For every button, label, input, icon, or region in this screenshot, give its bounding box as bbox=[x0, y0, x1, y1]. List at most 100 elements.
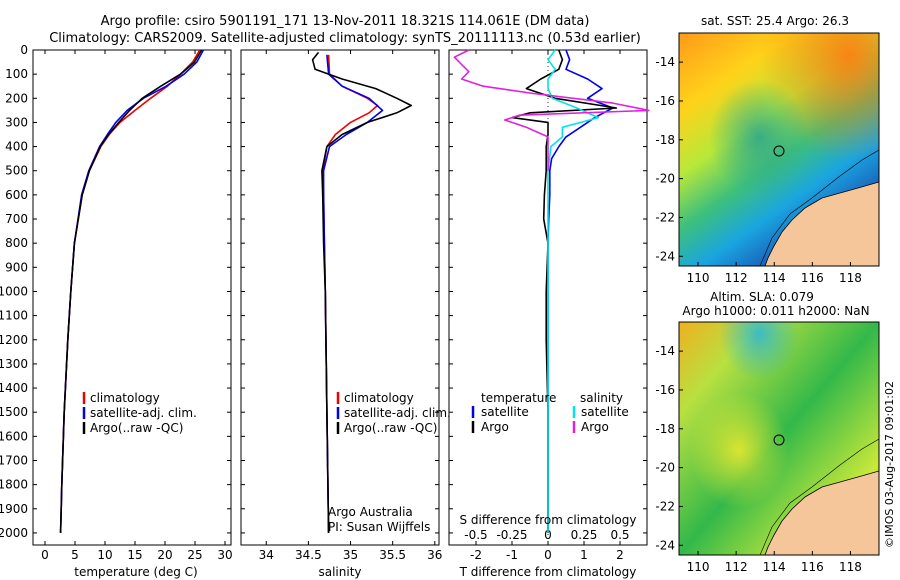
salinity-line-climatology bbox=[321, 54, 379, 533]
difference-line-t-argo bbox=[511, 49, 618, 533]
depth-tick-label: 600 bbox=[5, 188, 28, 202]
figure-title-line1: Argo profile: csiro 5901191_171 13-Nov-2… bbox=[101, 14, 590, 29]
sst-map-title: sat. SST: 25.4 Argo: 26.3 bbox=[701, 14, 849, 28]
depth-tick-label: 1600 bbox=[0, 429, 28, 443]
temperature-x-tick-label: 30 bbox=[217, 548, 232, 562]
sst-map-panel: sat. SST: 25.4 Argo: 26.3 110 112 114 116 11… bbox=[655, 14, 880, 285]
difference-panel: -2 -1 0 1 2 -0.5 -0.25 0 0.25 0.5 S difference f… bbox=[448, 49, 650, 579]
salinity-legend: climatology satellite-adj. clim. Argo(..… bbox=[336, 391, 451, 435]
depth-tick-label: 100 bbox=[5, 67, 28, 81]
salinity-panel: 34 34.5 35 35.5 36 salinity climatology sate… bbox=[240, 49, 451, 579]
map-y-tick-label: -20 bbox=[655, 172, 675, 186]
map-y-tick-label: -22 bbox=[655, 210, 675, 224]
difference-s-ticks: -0.5 -0.25 0 0.25 0.5 bbox=[464, 528, 629, 542]
map-y-tick-label: -16 bbox=[655, 383, 675, 397]
temperature-x-tick-label: 25 bbox=[187, 548, 202, 562]
sst-land bbox=[764, 181, 879, 266]
s-difference-tick-label: -0.25 bbox=[496, 528, 527, 542]
legend-label-argo: Argo(..raw -QC) bbox=[344, 421, 437, 435]
map-x-tick-label: 110 bbox=[687, 271, 710, 285]
salinity-x-tick-label: 35.5 bbox=[379, 548, 406, 562]
legend-title-temperature: temperature bbox=[481, 391, 556, 405]
depth-tick-label: 700 bbox=[5, 212, 28, 226]
sst-map-frame bbox=[678, 32, 880, 267]
salinity-x-tick-label: 35 bbox=[343, 548, 358, 562]
sla-map-ticks: 110 112 114 116 118 -14 -16 -18 -20 -22 -24 bbox=[655, 344, 861, 574]
depth-tick-label: 400 bbox=[5, 140, 28, 154]
salinity-x-ticks: 34 34.5 35 35.5 36 bbox=[259, 50, 442, 562]
depth-tick-label: 1800 bbox=[0, 478, 28, 492]
depth-tick-label: 0 bbox=[20, 43, 28, 57]
temperature-x-tick-label: 15 bbox=[127, 548, 142, 562]
depth-tick-label: 1300 bbox=[0, 357, 28, 371]
legend-title-salinity: salinity bbox=[580, 391, 623, 405]
map-y-tick-label: -24 bbox=[655, 249, 675, 263]
sst-coast-line bbox=[759, 149, 879, 266]
temperature-x-tick-label: 20 bbox=[157, 548, 172, 562]
legend-label-climatology: climatology bbox=[90, 391, 160, 405]
map-y-tick-label: -14 bbox=[655, 344, 675, 358]
legend-label-t-argo: Argo bbox=[481, 420, 509, 434]
depth-tick-label: 1500 bbox=[0, 405, 28, 419]
depth-tick-label: 800 bbox=[5, 236, 28, 250]
s-difference-tick-label: -0.5 bbox=[464, 528, 487, 542]
temperature-x-tick-label: 5 bbox=[71, 548, 79, 562]
difference-legend: temperature salinity satellite Argo sate… bbox=[471, 391, 629, 434]
salinity-annotation-line1: Argo Australia bbox=[328, 505, 413, 519]
depth-tick-label: 1900 bbox=[0, 502, 28, 516]
map-y-tick-label: -18 bbox=[655, 422, 675, 436]
copyright-watermark: ©IMOS 03-Aug-2017 09:01:02 bbox=[883, 381, 896, 548]
sla-land bbox=[764, 470, 879, 555]
difference-x-ticks: -2 -1 0 1 2 bbox=[470, 50, 624, 562]
difference-series bbox=[453, 49, 650, 533]
s-difference-axis-label: S difference from climatology bbox=[460, 513, 637, 527]
t-difference-axis-label: T difference from climatology bbox=[459, 565, 637, 579]
difference-y-ticks bbox=[449, 49, 647, 534]
temperature-x-ticks: 0 5 10 15 20 25 30 bbox=[41, 50, 233, 562]
temperature-plot-frame bbox=[32, 49, 232, 546]
depth-tick-label: 900 bbox=[5, 260, 28, 274]
depth-tick-label: 300 bbox=[5, 115, 28, 129]
map-x-tick-label: 116 bbox=[801, 271, 824, 285]
map-x-tick-label: 114 bbox=[763, 271, 786, 285]
s-difference-tick-label: 0 bbox=[544, 528, 552, 542]
depth-tick-label: 1400 bbox=[0, 381, 28, 395]
salinity-y-ticks bbox=[241, 49, 439, 534]
t-difference-x-tick-label: 0 bbox=[544, 548, 552, 562]
map-x-tick-label: 116 bbox=[801, 560, 824, 574]
legend-label-argo: Argo(..raw -QC) bbox=[90, 421, 183, 435]
legend-label-s-satellite: satellite bbox=[581, 405, 629, 419]
sla-coast-line bbox=[759, 438, 879, 555]
difference-line-s-argo bbox=[453, 49, 650, 171]
temperature-line-satellite-adj-clim bbox=[59, 49, 205, 533]
temperature-legend: climatology satellite-adj. clim. Argo(..… bbox=[82, 391, 197, 435]
map-y-tick-label: -20 bbox=[655, 461, 675, 475]
t-difference-x-tick-label: -2 bbox=[470, 548, 482, 562]
legend-label-satellite: satellite-adj. clim. bbox=[90, 406, 197, 420]
sla-map-subtitle: Argo h1000: 0.011 h2000: NaN bbox=[682, 304, 869, 318]
sst-argo-marker bbox=[773, 145, 785, 157]
sla-map-title: Altim. SLA: 0.079 bbox=[710, 290, 814, 304]
salinity-axis-label: salinity bbox=[318, 565, 361, 579]
temperature-x-tick-label: 10 bbox=[97, 548, 112, 562]
depth-tick-label: 1200 bbox=[0, 333, 28, 347]
temperature-x-tick-label: 0 bbox=[41, 548, 49, 562]
legend-label-satellite: satellite-adj. clim. bbox=[344, 406, 451, 420]
map-y-tick-label: -14 bbox=[655, 55, 675, 69]
t-difference-x-tick-label: 1 bbox=[580, 548, 588, 562]
depth-tick-label: 2000 bbox=[0, 526, 28, 540]
temperature-panel: 0100200300400500600700800900100011001200… bbox=[0, 43, 233, 579]
sla-argo-marker bbox=[773, 434, 785, 446]
map-y-tick-label: -18 bbox=[655, 133, 675, 147]
salinity-series bbox=[311, 51, 413, 533]
depth-axis-labels: 0 100 200 300 400 500 600 700 800 900 1000 1100 1200… bbox=[0, 43, 231, 540]
sst-map-ticks: 110 112 114 116 118 -14 -16 -18 -20 -22 -24 bbox=[655, 55, 861, 285]
map-x-tick-label: 118 bbox=[839, 271, 862, 285]
map-x-tick-label: 110 bbox=[687, 560, 710, 574]
legend-label-climatology: climatology bbox=[344, 391, 414, 405]
difference-line-s-satellite bbox=[547, 49, 600, 533]
legend-label-t-satellite: satellite bbox=[481, 405, 529, 419]
depth-tick-label: 1100 bbox=[0, 309, 28, 323]
salinity-x-tick-label: 34.5 bbox=[295, 548, 322, 562]
